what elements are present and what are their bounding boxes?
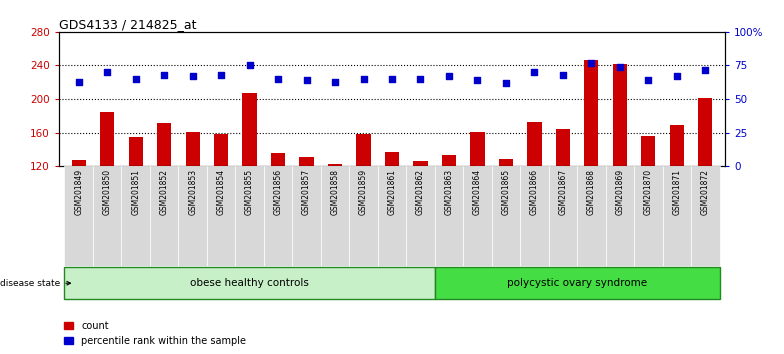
FancyBboxPatch shape xyxy=(150,166,179,266)
Bar xyxy=(670,125,684,267)
Text: GSM201854: GSM201854 xyxy=(216,169,226,216)
FancyBboxPatch shape xyxy=(378,166,406,266)
FancyBboxPatch shape xyxy=(292,166,321,266)
Text: GDS4133 / 214825_at: GDS4133 / 214825_at xyxy=(59,18,196,31)
Text: GSM201850: GSM201850 xyxy=(103,169,111,216)
Text: GSM201849: GSM201849 xyxy=(74,169,83,216)
FancyBboxPatch shape xyxy=(549,166,577,266)
FancyBboxPatch shape xyxy=(691,166,720,266)
Point xyxy=(187,73,199,79)
Point xyxy=(328,79,341,85)
Point xyxy=(158,72,170,78)
Bar xyxy=(584,59,598,267)
Point xyxy=(358,76,370,82)
Point xyxy=(585,60,597,65)
Point xyxy=(272,76,285,82)
Bar xyxy=(271,153,285,267)
Point xyxy=(243,63,256,68)
FancyBboxPatch shape xyxy=(577,166,605,266)
Point xyxy=(72,79,85,85)
Bar xyxy=(71,160,86,267)
Point xyxy=(215,72,227,78)
FancyBboxPatch shape xyxy=(434,267,720,299)
Text: GSM201859: GSM201859 xyxy=(359,169,368,216)
Bar xyxy=(242,93,256,267)
FancyBboxPatch shape xyxy=(605,166,634,266)
Point xyxy=(300,78,313,83)
Legend: count, percentile rank within the sample: count, percentile rank within the sample xyxy=(64,321,246,346)
Bar xyxy=(528,122,542,267)
FancyBboxPatch shape xyxy=(207,166,235,266)
FancyBboxPatch shape xyxy=(634,166,662,266)
Point xyxy=(557,72,569,78)
Text: disease state: disease state xyxy=(0,279,71,288)
Text: GSM201870: GSM201870 xyxy=(644,169,653,216)
Point xyxy=(129,76,142,82)
Point xyxy=(642,78,655,83)
FancyBboxPatch shape xyxy=(64,267,434,299)
Text: GSM201868: GSM201868 xyxy=(587,169,596,215)
Text: GSM201869: GSM201869 xyxy=(615,169,624,216)
Text: GSM201853: GSM201853 xyxy=(188,169,197,216)
FancyBboxPatch shape xyxy=(662,166,691,266)
Text: GSM201866: GSM201866 xyxy=(530,169,539,216)
Bar xyxy=(698,98,713,267)
FancyBboxPatch shape xyxy=(434,166,463,266)
Bar xyxy=(299,157,314,267)
Text: GSM201851: GSM201851 xyxy=(131,169,140,215)
Bar xyxy=(413,161,427,267)
Bar xyxy=(385,152,399,267)
Point xyxy=(386,76,398,82)
Bar xyxy=(357,133,371,267)
Bar xyxy=(129,137,143,267)
FancyBboxPatch shape xyxy=(463,166,492,266)
Bar xyxy=(556,129,570,267)
Bar xyxy=(641,136,655,267)
Text: GSM201867: GSM201867 xyxy=(558,169,568,216)
Text: GSM201857: GSM201857 xyxy=(302,169,311,216)
Point xyxy=(414,76,426,82)
Bar xyxy=(470,132,485,267)
FancyBboxPatch shape xyxy=(235,166,264,266)
Point xyxy=(614,64,626,70)
FancyBboxPatch shape xyxy=(321,166,350,266)
Point xyxy=(528,69,541,75)
Text: GSM201858: GSM201858 xyxy=(331,169,339,215)
Text: obese healthy controls: obese healthy controls xyxy=(191,278,309,288)
Text: GSM201856: GSM201856 xyxy=(274,169,282,216)
Point xyxy=(443,73,456,79)
Bar xyxy=(100,112,114,267)
FancyBboxPatch shape xyxy=(264,166,292,266)
Text: GSM201855: GSM201855 xyxy=(245,169,254,216)
Point xyxy=(699,67,712,72)
Text: GSM201865: GSM201865 xyxy=(502,169,510,216)
Text: GSM201871: GSM201871 xyxy=(673,169,681,215)
Bar xyxy=(186,132,200,267)
Text: polycystic ovary syndrome: polycystic ovary syndrome xyxy=(507,278,647,288)
Text: GSM201864: GSM201864 xyxy=(473,169,482,216)
FancyBboxPatch shape xyxy=(492,166,520,266)
Bar xyxy=(613,64,627,267)
Text: GSM201852: GSM201852 xyxy=(160,169,169,215)
Point xyxy=(670,73,683,79)
Bar xyxy=(328,164,342,267)
Text: GSM201872: GSM201872 xyxy=(701,169,710,215)
FancyBboxPatch shape xyxy=(406,166,434,266)
Text: GSM201863: GSM201863 xyxy=(445,169,453,216)
Text: GSM201861: GSM201861 xyxy=(387,169,397,215)
FancyBboxPatch shape xyxy=(350,166,378,266)
Point xyxy=(101,69,114,75)
Bar xyxy=(442,155,456,267)
FancyBboxPatch shape xyxy=(93,166,122,266)
Bar xyxy=(214,135,228,267)
FancyBboxPatch shape xyxy=(520,166,549,266)
FancyBboxPatch shape xyxy=(122,166,150,266)
Text: GSM201862: GSM201862 xyxy=(416,169,425,215)
Point xyxy=(499,80,512,86)
FancyBboxPatch shape xyxy=(179,166,207,266)
FancyBboxPatch shape xyxy=(64,166,93,266)
Bar xyxy=(157,123,171,267)
Bar xyxy=(499,159,513,267)
Point xyxy=(471,78,484,83)
